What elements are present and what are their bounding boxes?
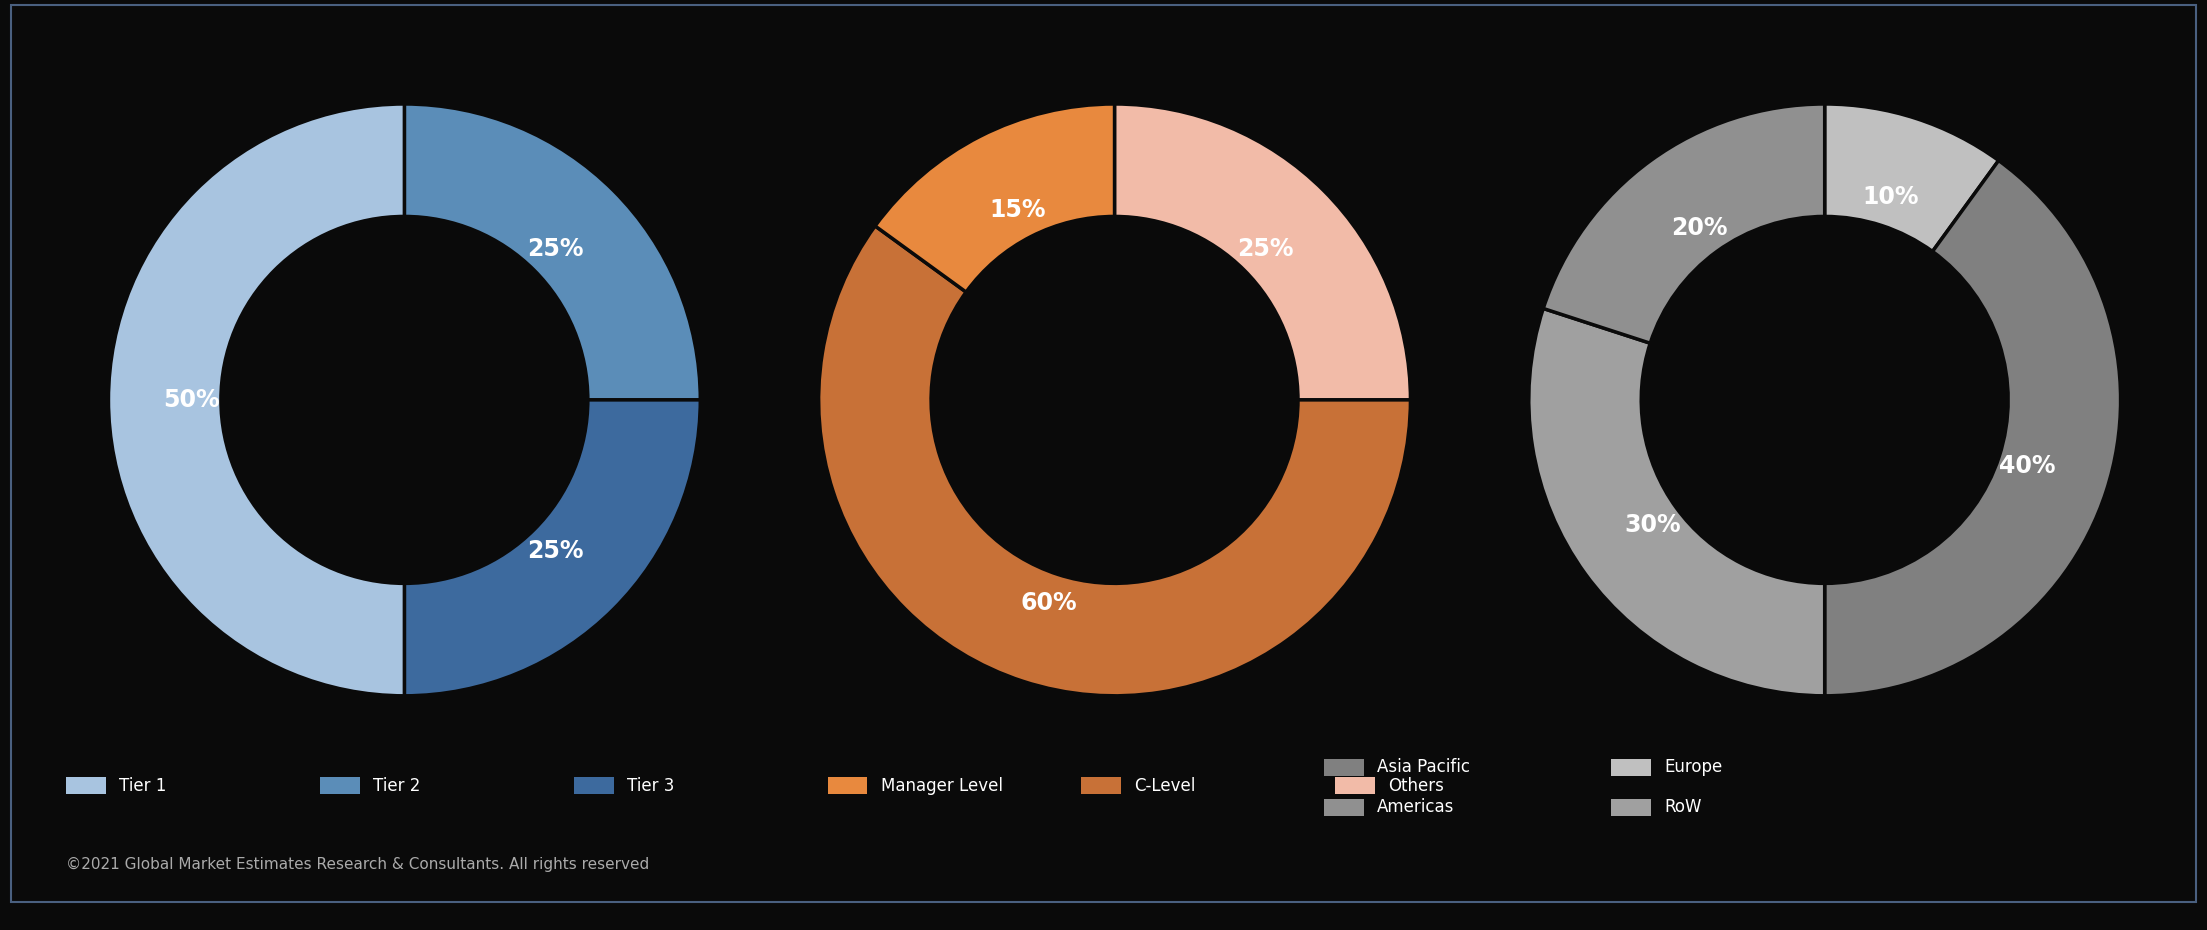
- Wedge shape: [819, 226, 1410, 696]
- Text: Tier 1: Tier 1: [119, 777, 166, 795]
- Text: C-Level: C-Level: [1134, 777, 1196, 795]
- Text: Asia Pacific: Asia Pacific: [1377, 758, 1470, 777]
- Wedge shape: [1529, 309, 1825, 696]
- Text: 60%: 60%: [1020, 591, 1077, 615]
- Text: 25%: 25%: [1236, 237, 1293, 261]
- Wedge shape: [404, 400, 700, 696]
- Text: ©2021 Global Market Estimates Research & Consultants. All rights reserved: ©2021 Global Market Estimates Research &…: [66, 857, 649, 872]
- Text: Americas: Americas: [1377, 798, 1454, 817]
- Wedge shape: [1825, 104, 2000, 251]
- Text: 25%: 25%: [527, 237, 583, 261]
- Wedge shape: [876, 104, 1115, 292]
- Text: RoW: RoW: [1664, 798, 1702, 817]
- Wedge shape: [1825, 161, 2121, 696]
- Text: 25%: 25%: [527, 538, 583, 563]
- Text: 30%: 30%: [1624, 513, 1682, 538]
- Text: 15%: 15%: [989, 198, 1046, 222]
- Wedge shape: [404, 104, 700, 400]
- Text: 40%: 40%: [2000, 454, 2055, 478]
- Text: Manager Level: Manager Level: [881, 777, 1002, 795]
- Wedge shape: [108, 104, 404, 696]
- Text: Tier 3: Tier 3: [627, 777, 673, 795]
- Text: 50%: 50%: [163, 388, 221, 412]
- Text: Europe: Europe: [1664, 758, 1721, 777]
- Text: 10%: 10%: [1863, 185, 1918, 209]
- Text: Tier 2: Tier 2: [373, 777, 419, 795]
- Text: 20%: 20%: [1671, 216, 1728, 240]
- Wedge shape: [1543, 104, 1825, 343]
- Text: Others: Others: [1388, 777, 1443, 795]
- Wedge shape: [1115, 104, 1410, 400]
